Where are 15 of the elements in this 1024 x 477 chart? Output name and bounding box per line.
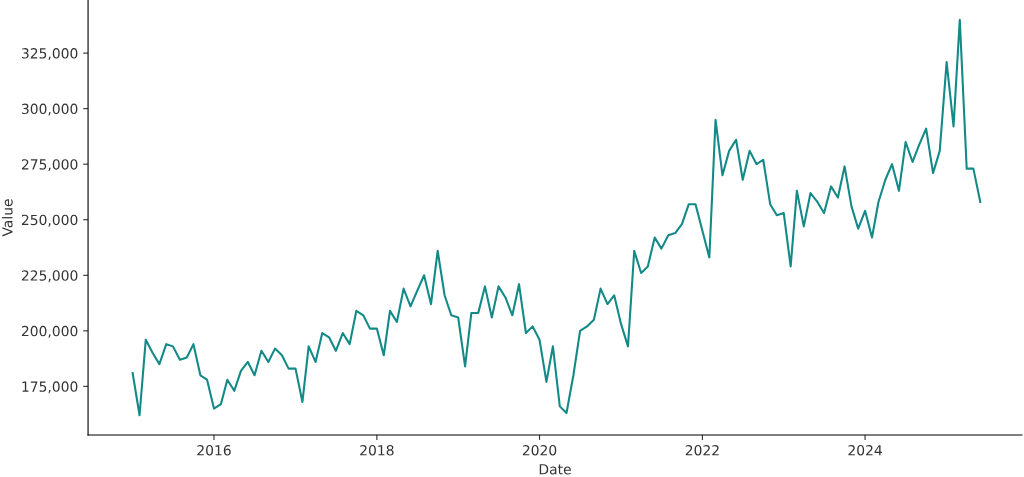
x-tick-label: 2016 bbox=[197, 444, 231, 456]
y-tick-label: 250,000 bbox=[21, 214, 78, 227]
y-tick-label: 225,000 bbox=[21, 270, 78, 283]
x-tick-label: 2020 bbox=[522, 444, 557, 456]
x-tick-label: 2018 bbox=[360, 444, 394, 456]
y-tick-label: 325,000 bbox=[21, 48, 78, 60]
y-tick-label: 175,000 bbox=[22, 381, 78, 394]
line-series bbox=[131, 18, 982, 417]
y-axis-title: Value bbox=[1, 199, 13, 237]
x-tick-label: 2022 bbox=[685, 444, 719, 456]
x-tick-label: 2024 bbox=[848, 444, 882, 456]
y-tick-label: 200,000 bbox=[21, 325, 78, 338]
x-axis-title: Date bbox=[539, 464, 571, 475]
y-tick-label: 275,000 bbox=[21, 159, 78, 172]
y-tick-label: 300,000 bbox=[21, 103, 78, 116]
